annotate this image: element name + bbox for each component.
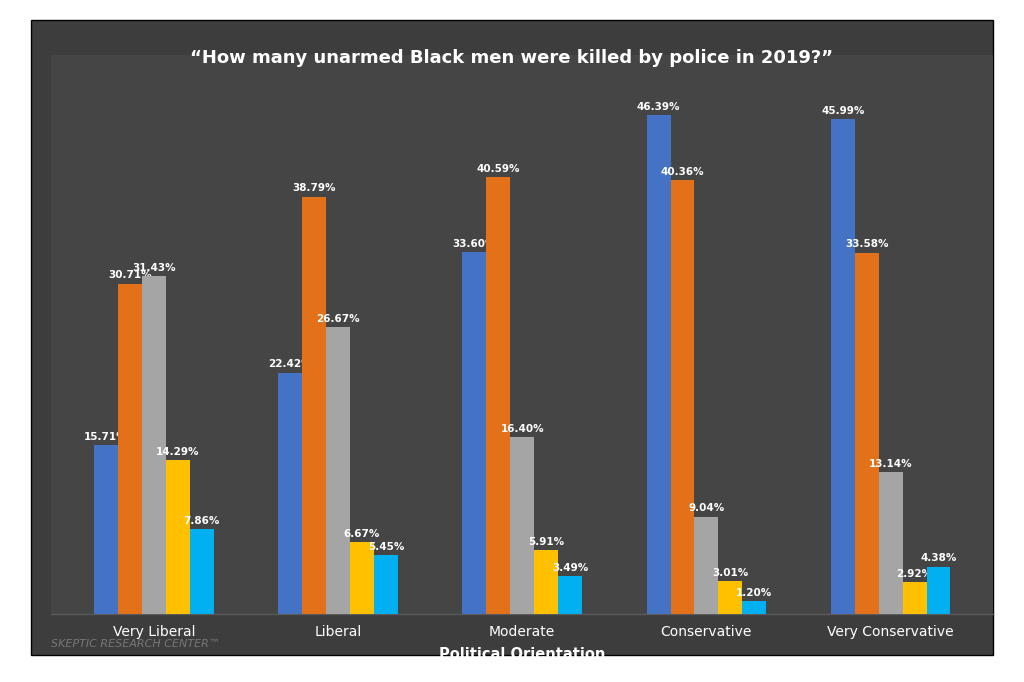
Text: 13.14%: 13.14% <box>868 459 912 469</box>
X-axis label: Political Orientation: Political Orientation <box>439 647 605 662</box>
Text: 3.49%: 3.49% <box>552 563 588 573</box>
Bar <box>166 460 189 614</box>
Bar <box>142 276 166 614</box>
Text: 7.86%: 7.86% <box>183 516 220 526</box>
Text: 9.04%: 9.04% <box>688 503 725 514</box>
Bar <box>879 473 902 614</box>
Text: 33.58%: 33.58% <box>845 239 889 250</box>
Bar <box>486 177 510 614</box>
Bar <box>374 555 398 614</box>
Text: 5.45%: 5.45% <box>368 542 404 552</box>
Bar <box>302 196 326 614</box>
Bar <box>646 115 671 614</box>
Text: 45.99%: 45.99% <box>821 106 864 116</box>
Text: 22.42%: 22.42% <box>268 359 312 370</box>
Text: 31.43%: 31.43% <box>132 263 176 273</box>
Text: 46.39%: 46.39% <box>637 102 680 112</box>
Bar <box>830 119 855 614</box>
Bar <box>558 576 582 614</box>
Text: SKEPTIC RESEARCH CENTER™: SKEPTIC RESEARCH CENTER™ <box>51 640 220 649</box>
Text: 40.36%: 40.36% <box>660 166 705 177</box>
Bar <box>94 445 118 614</box>
Text: 1.20%: 1.20% <box>736 588 772 597</box>
Bar <box>189 529 214 614</box>
Text: 6.67%: 6.67% <box>344 529 380 539</box>
Bar <box>463 252 486 614</box>
Bar <box>927 567 950 614</box>
Bar <box>671 180 694 614</box>
Text: “How many unarmed Black men were killed by police in 2019?”: “How many unarmed Black men were killed … <box>190 49 834 67</box>
Text: 38.79%: 38.79% <box>293 183 336 194</box>
Text: 3.01%: 3.01% <box>713 568 749 578</box>
Bar <box>279 372 302 614</box>
Text: 14.29%: 14.29% <box>156 447 200 457</box>
Bar <box>118 284 142 614</box>
Text: 2.92%: 2.92% <box>896 569 933 579</box>
Text: 30.71%: 30.71% <box>109 270 152 280</box>
Text: 16.40%: 16.40% <box>501 424 544 434</box>
Text: 26.67%: 26.67% <box>316 314 359 324</box>
Text: 4.38%: 4.38% <box>921 554 956 563</box>
Text: 5.91%: 5.91% <box>528 537 564 547</box>
Bar <box>510 437 535 614</box>
Bar <box>326 327 350 614</box>
Text: 33.60%: 33.60% <box>453 239 496 249</box>
Bar <box>694 516 719 614</box>
Bar <box>742 601 766 614</box>
Bar <box>535 550 558 614</box>
Text: 40.59%: 40.59% <box>476 164 520 174</box>
Bar <box>902 582 927 614</box>
Bar <box>719 582 742 614</box>
Text: 15.71%: 15.71% <box>84 432 128 442</box>
Bar <box>855 252 879 614</box>
Bar <box>350 542 374 614</box>
